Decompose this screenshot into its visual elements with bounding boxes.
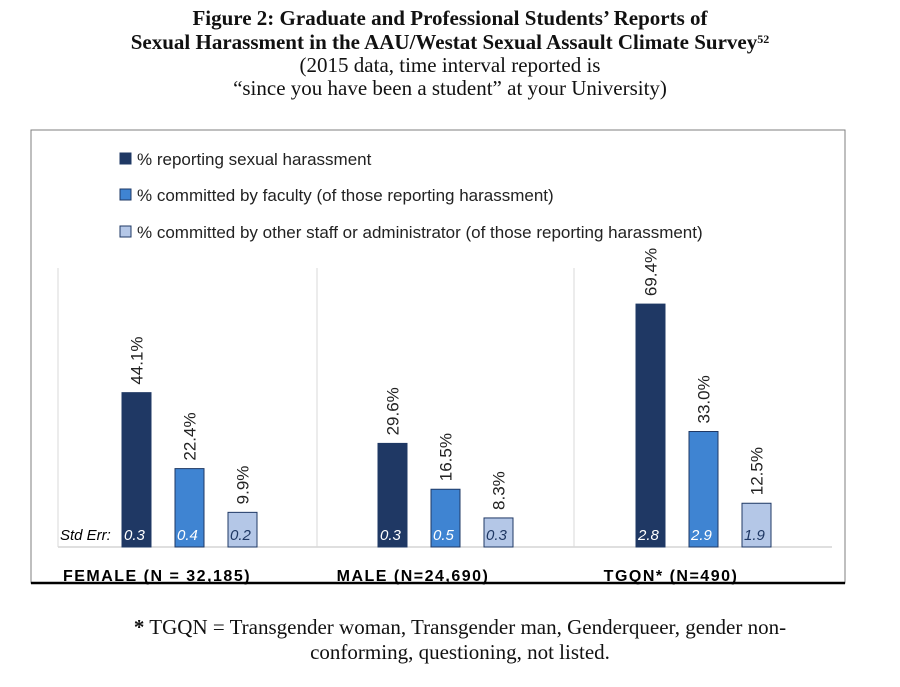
bar xyxy=(377,442,408,548)
legend-entry: % committed by other staff or administra… xyxy=(137,223,703,242)
std-err-label: 2.9 xyxy=(690,527,713,544)
figure-title-block: Figure 2: Graduate and Professional Stud… xyxy=(0,6,900,100)
std-err-label: 1.9 xyxy=(744,527,766,544)
footnote-text-line-1: TGQN = Transgender woman, Transgender ma… xyxy=(144,615,787,639)
category-tick-label: FEMALE (N = 32,185) xyxy=(63,568,251,585)
footnote-text-line-2: conforming, questioning, not listed. xyxy=(310,640,610,664)
legend-swatch xyxy=(119,152,132,165)
bar xyxy=(430,488,461,548)
figure-subtitle-line-1: (2015 data, time interval reported is xyxy=(299,53,601,77)
legend-swatch xyxy=(119,188,132,201)
bar xyxy=(635,303,666,548)
figure-title-footnote-ref: 52 xyxy=(757,32,770,46)
bar xyxy=(227,511,258,548)
data-label: 16.5% xyxy=(437,433,456,481)
std-err-label: 0.3 xyxy=(486,527,508,544)
std-err-label: 0.5 xyxy=(433,527,455,544)
data-label: 33.0% xyxy=(695,375,714,423)
std-err-label: 0.3 xyxy=(380,527,402,544)
std-err-label: 0.4 xyxy=(177,527,198,544)
bar xyxy=(483,517,514,548)
data-label: 12.5% xyxy=(748,447,767,495)
data-label: 22.4% xyxy=(181,412,200,460)
data-label: 69.4% xyxy=(642,248,661,296)
category-tick-label: TGQN* (N=490) xyxy=(604,568,739,585)
bar xyxy=(741,502,772,548)
legend-swatch xyxy=(119,225,132,238)
figure-title-line-2: Sexual Harassment in the AAU/Westat Sexu… xyxy=(0,30,900,54)
legend-entry: % reporting sexual harassment xyxy=(137,150,372,169)
figure-title-line-2-text: Sexual Harassment in the AAU/Westat Sexu… xyxy=(130,30,758,54)
bar xyxy=(121,392,152,548)
legend-entry: % committed by faculty (of those reporti… xyxy=(137,186,554,205)
data-label: 9.9% xyxy=(234,466,253,505)
data-label: 44.1% xyxy=(128,336,147,384)
std-err-label: 0.3 xyxy=(124,527,146,544)
bar xyxy=(174,468,205,548)
data-label: 8.3% xyxy=(490,471,509,510)
std-err-label: 2.8 xyxy=(637,527,660,544)
figure-subtitle-line-2: “since you have been a student” at your … xyxy=(233,76,667,100)
footnote: * TGQN = Transgender woman, Transgender … xyxy=(40,615,880,665)
category-tick-label: MALE (N=24,690) xyxy=(337,568,490,585)
figure-title-line-1: Figure 2: Graduate and Professional Stud… xyxy=(192,6,708,30)
data-label: 29.6% xyxy=(384,387,403,435)
bar xyxy=(688,431,719,548)
std-err-label: 0.2 xyxy=(230,527,252,544)
std-err-row-label: Std Err: xyxy=(60,527,111,544)
footnote-marker: * xyxy=(133,615,145,639)
